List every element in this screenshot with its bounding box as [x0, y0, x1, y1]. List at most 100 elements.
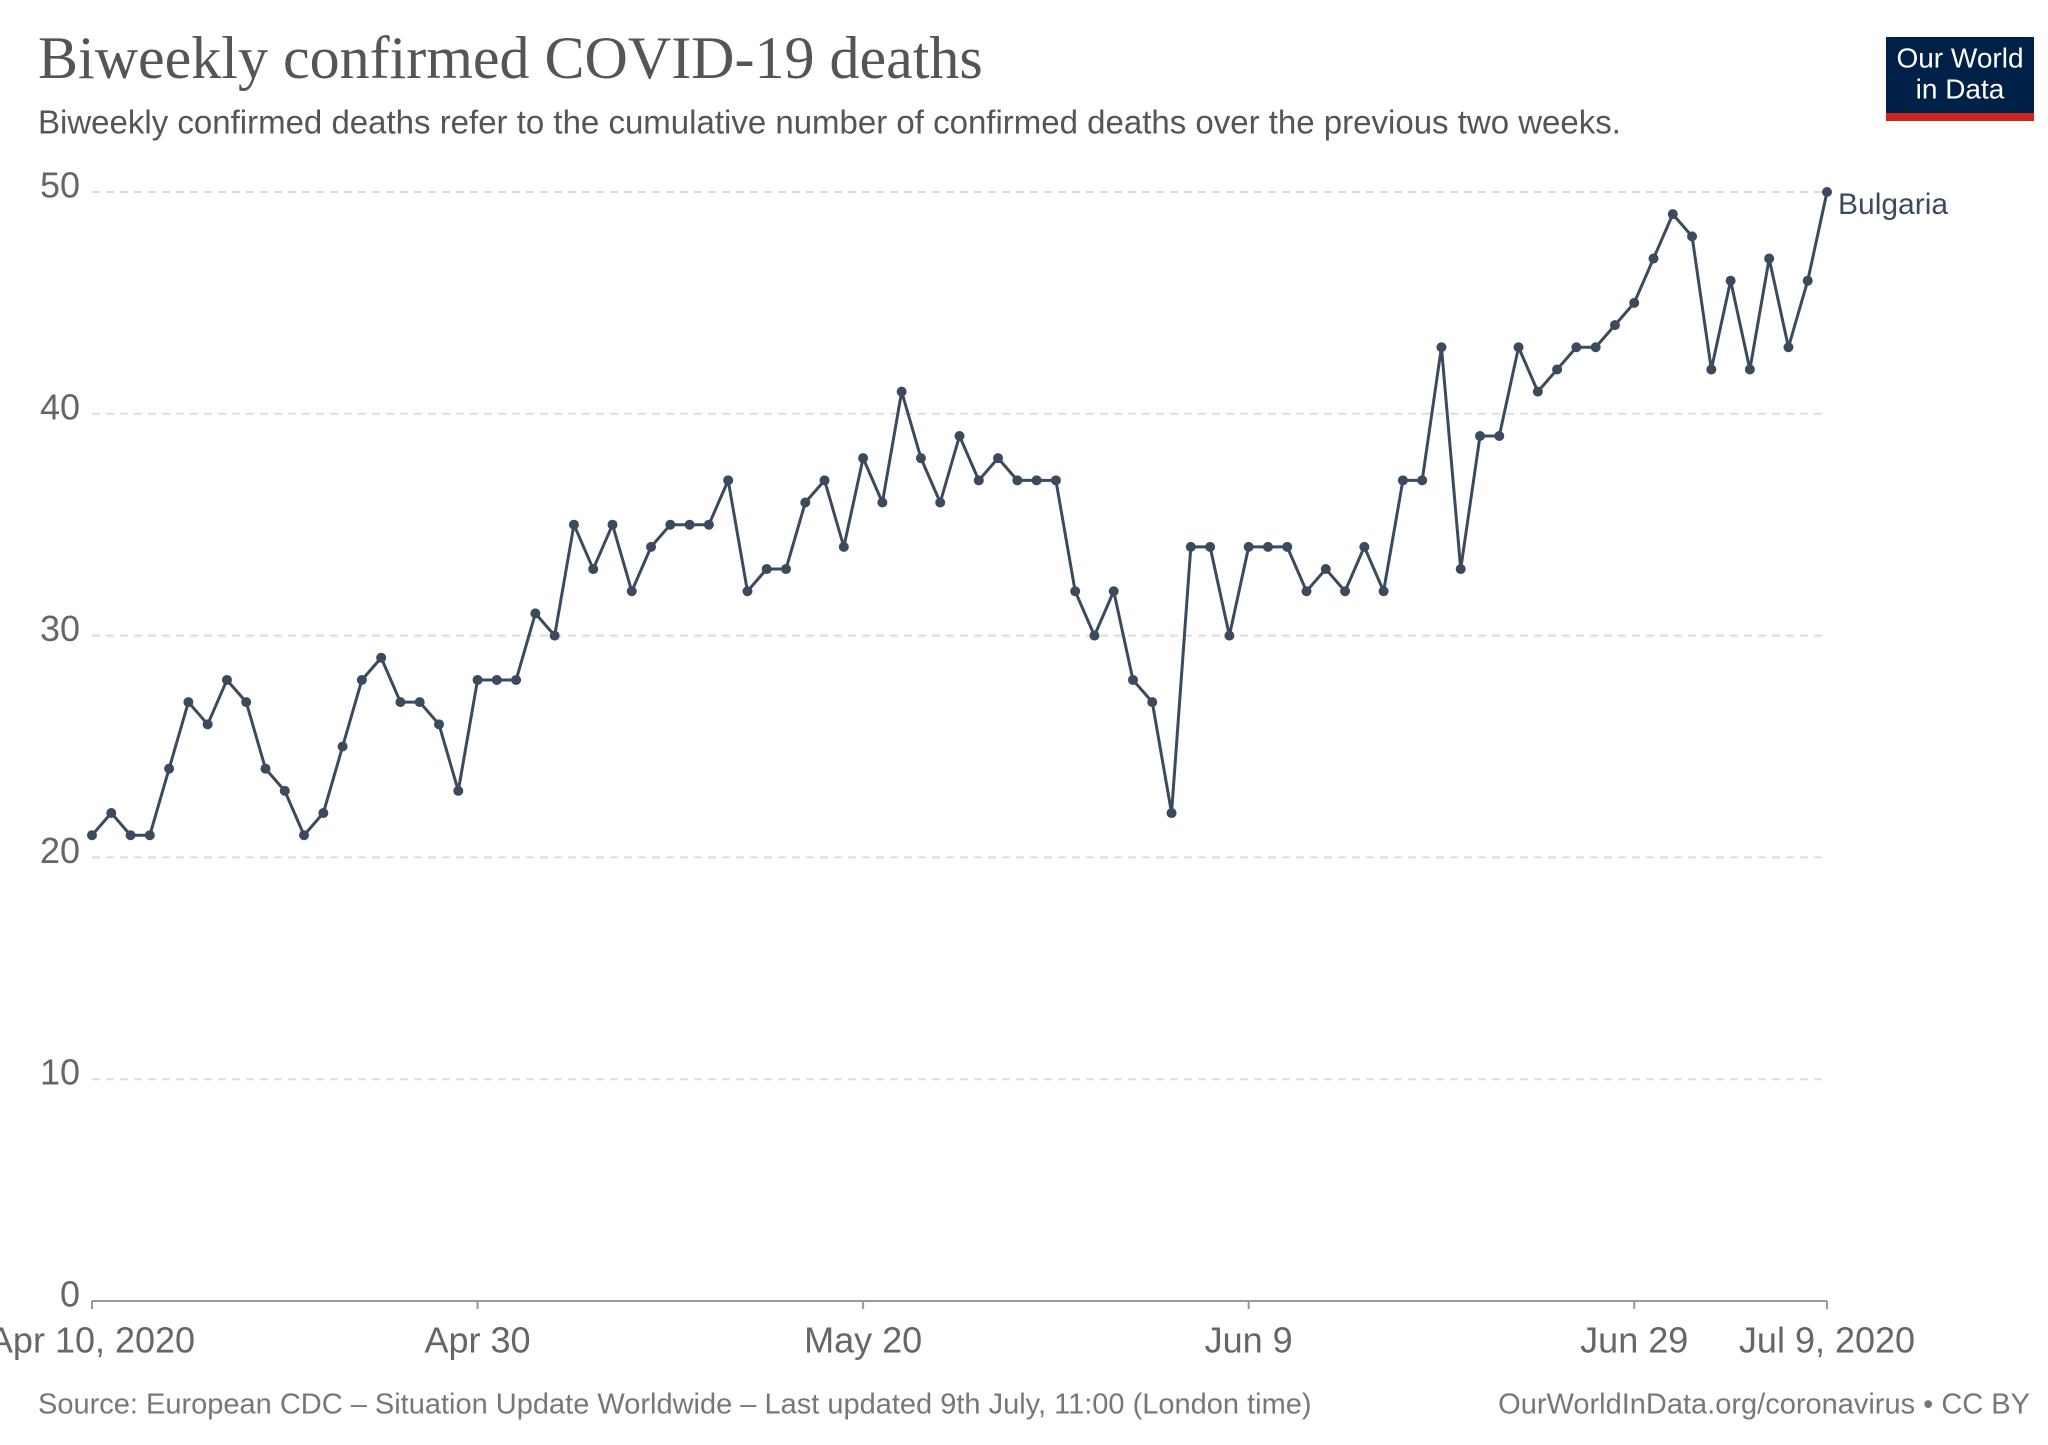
data-point [376, 652, 387, 663]
y-tick-label: 20 [40, 830, 80, 871]
data-point [453, 785, 464, 796]
data-point [1532, 386, 1543, 397]
data-point [472, 674, 483, 685]
data-point [1590, 342, 1601, 353]
data-point [781, 564, 791, 575]
data-point [1012, 475, 1023, 486]
data-point [241, 697, 252, 708]
x-tick-label: Apr 30 [425, 1320, 531, 1361]
data-point [1243, 541, 1254, 552]
data-point [858, 453, 869, 464]
data-point [1609, 320, 1620, 331]
data-point [1397, 475, 1408, 486]
data-point [106, 808, 117, 819]
data-point [1031, 475, 1042, 486]
data-point [530, 608, 541, 619]
data-point [337, 741, 348, 752]
data-point [1128, 674, 1138, 685]
chart-subtitle: Biweekly confirmed deaths refer to the c… [38, 104, 1621, 141]
data-point [87, 830, 97, 841]
data-point [1417, 475, 1428, 486]
data-point [1764, 253, 1775, 264]
data-point [1744, 364, 1755, 375]
data-point [1455, 564, 1466, 575]
data-point [1205, 541, 1216, 552]
data-point [1320, 564, 1331, 575]
data-point [993, 453, 1004, 464]
data-point [202, 719, 213, 730]
data-point [915, 453, 926, 464]
y-tick-label: 0 [60, 1274, 80, 1315]
data-point [1667, 209, 1678, 220]
data-point [896, 386, 907, 397]
data-point [1494, 430, 1505, 441]
data-point [1089, 630, 1100, 641]
chart-title: Biweekly confirmed COVID-19 deaths [38, 25, 983, 91]
data-point [665, 519, 676, 530]
data-point [434, 719, 444, 730]
data-point [299, 830, 310, 841]
data-point [1340, 586, 1351, 597]
data-point [1282, 541, 1293, 552]
data-point [164, 763, 175, 774]
data-point [1301, 586, 1312, 597]
data-point [703, 519, 714, 530]
data-point [1513, 342, 1524, 353]
data-point [1687, 231, 1698, 242]
data-point [144, 830, 155, 841]
data-point [1822, 187, 1832, 197]
data-point [1185, 541, 1196, 552]
data-point [761, 564, 772, 575]
data-point [414, 697, 425, 708]
y-tick-label: 40 [40, 386, 80, 427]
data-point [1552, 364, 1563, 375]
data-point [588, 564, 599, 575]
data-point [684, 519, 695, 530]
data-point [221, 674, 232, 685]
x-tick-label: Apr 10, 2020 [0, 1320, 195, 1361]
source-note: Source: European CDC – Situation Update … [38, 1389, 1312, 1421]
data-point [260, 763, 271, 774]
series-line [90, 191, 1829, 837]
data-point [877, 497, 888, 508]
x-tick-label: May 20 [804, 1320, 922, 1361]
data-point [973, 475, 984, 486]
logo-stripe [1886, 113, 2034, 121]
data-point [607, 519, 618, 530]
data-point [1147, 697, 1158, 708]
series-label: Bulgaria [1838, 188, 1948, 221]
data-point [1571, 342, 1582, 353]
data-point [1475, 430, 1485, 441]
data-point [626, 586, 637, 597]
data-point [723, 475, 734, 486]
data-point [1166, 808, 1177, 819]
data-point [511, 674, 522, 685]
data-point [1224, 630, 1235, 641]
credit-note: OurWorldInData.org/coronavirus • CC BY [1498, 1389, 2030, 1421]
data-point [1108, 586, 1119, 597]
data-point [1359, 541, 1370, 552]
logo-text: in Data [1916, 73, 2005, 104]
data-point [1802, 275, 1813, 286]
data-point [935, 497, 946, 508]
data-point [125, 830, 136, 841]
data-point [838, 541, 849, 552]
x-tick-label: Jun 9 [1205, 1320, 1293, 1361]
data-point [800, 497, 811, 508]
data-point [1070, 586, 1081, 597]
data-point [1783, 342, 1794, 353]
data-point [279, 785, 290, 796]
y-tick-label: 50 [40, 165, 80, 206]
data-point [318, 808, 329, 819]
data-point [1648, 253, 1659, 264]
data-point [395, 697, 406, 708]
logo-text: Our World [1896, 42, 2023, 73]
data-point [1629, 297, 1640, 308]
data-point [183, 697, 194, 708]
data-point [1706, 364, 1717, 375]
data-point [1436, 342, 1447, 353]
data-point [356, 674, 367, 685]
data-point [954, 430, 965, 441]
x-tick-label: Jul 9, 2020 [1739, 1320, 1915, 1361]
